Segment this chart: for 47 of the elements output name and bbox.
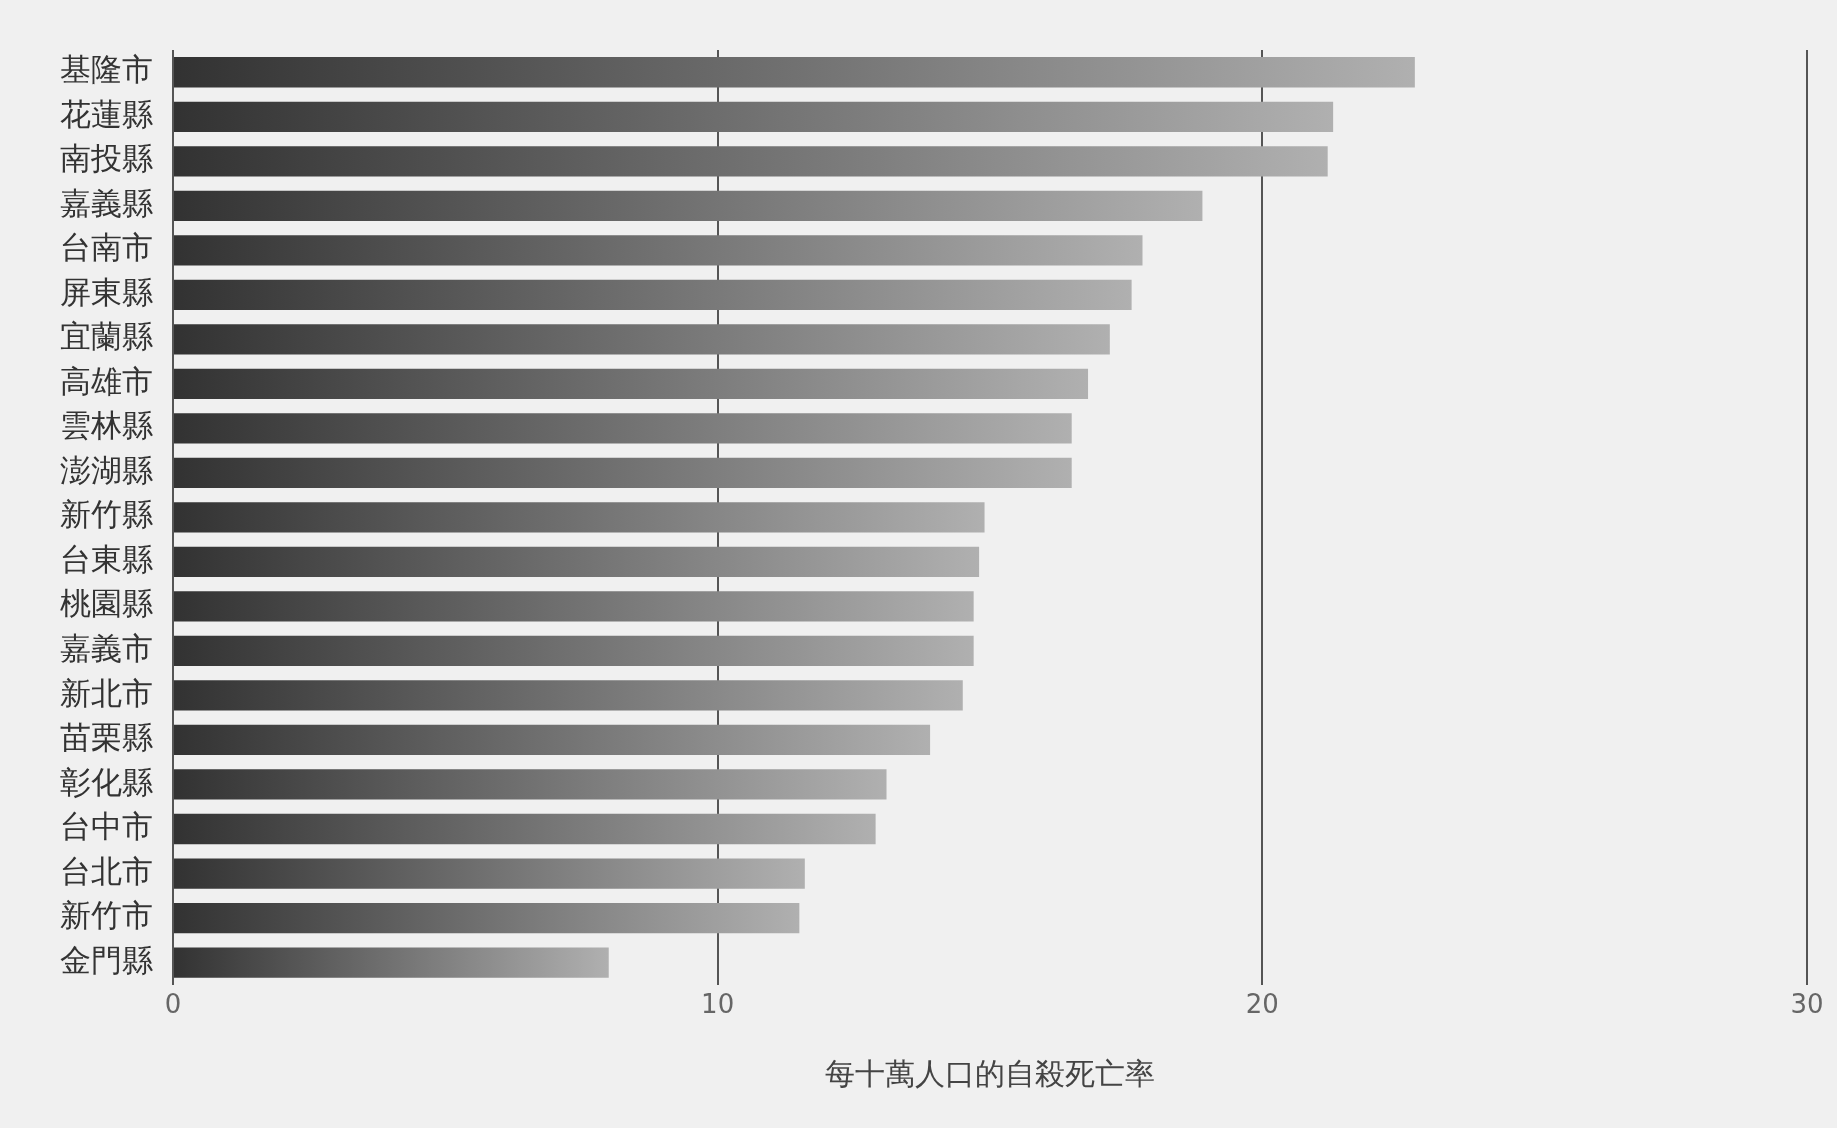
bar — [174, 457, 1072, 489]
bar — [174, 769, 887, 800]
bar — [174, 635, 974, 667]
bar — [174, 235, 1143, 266]
bar — [174, 591, 974, 622]
bar — [174, 947, 609, 978]
y-tick-label: 苗栗縣 — [60, 719, 153, 756]
y-tick-label: 金門縣 — [60, 941, 153, 978]
y-tick-label: 宜蘭縣 — [60, 318, 153, 355]
bar — [174, 902, 800, 934]
y-tick-label: 台北市 — [60, 852, 153, 889]
bar — [174, 813, 876, 845]
y-tick-label: 新北市 — [60, 674, 153, 711]
y-tick-label: 嘉義縣 — [60, 184, 153, 221]
bar — [174, 546, 980, 578]
y-tick-label: 雲林縣 — [60, 407, 153, 444]
y-tick-label: 桃園縣 — [60, 585, 153, 622]
bar — [174, 324, 1110, 355]
bar — [174, 101, 1334, 132]
bar — [174, 146, 1328, 177]
x-tick-label: 20 — [1245, 989, 1279, 1020]
y-tick-label: 屏東縣 — [60, 273, 153, 310]
bar — [174, 858, 805, 889]
bar — [174, 190, 1203, 221]
y-tick-label: 彰化縣 — [60, 763, 153, 800]
y-tick-label: 南投縣 — [60, 140, 153, 177]
bar — [174, 413, 1072, 444]
y-tick-label: 高雄市 — [60, 362, 153, 399]
bar — [174, 502, 985, 533]
y-tick-label: 花蓮縣 — [60, 95, 153, 132]
bar — [174, 279, 1132, 310]
y-tick-label: 澎湖縣 — [60, 451, 153, 488]
bar — [174, 368, 1089, 399]
x-tick-label: 10 — [701, 989, 735, 1020]
x-tick-label: 30 — [1790, 989, 1824, 1020]
y-tick-label: 台中市 — [60, 808, 153, 845]
x-axis-title: 每十萬人口的自殺死亡率 — [825, 1055, 1155, 1091]
y-tick-label: 嘉義市 — [60, 629, 153, 666]
bar — [174, 724, 931, 756]
y-tick-label: 台南市 — [60, 229, 153, 266]
y-tick-label: 新竹縣 — [60, 496, 153, 533]
bar — [174, 680, 963, 711]
y-tick-label: 基隆市 — [60, 51, 153, 88]
x-tick-label: 0 — [164, 989, 182, 1020]
bar — [174, 57, 1415, 88]
y-tick-label: 新竹市 — [60, 897, 153, 934]
y-tick-label: 台東縣 — [60, 540, 153, 577]
